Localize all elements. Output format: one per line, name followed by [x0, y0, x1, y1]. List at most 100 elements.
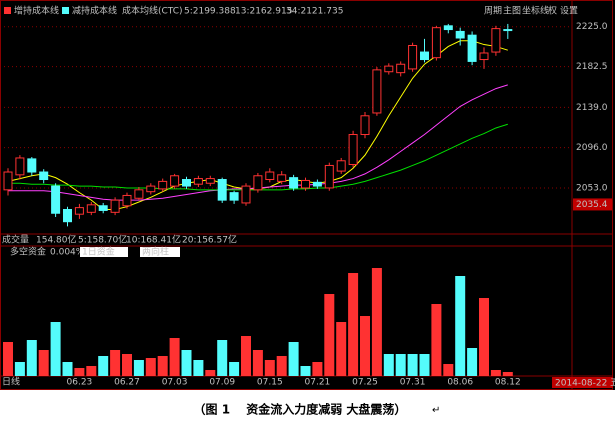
ma-legend: 34:2121.735	[286, 7, 343, 17]
fund-bar	[348, 273, 359, 376]
dropdown[interactable]	[80, 247, 128, 257]
x-tick-label: 06.27	[114, 378, 140, 388]
toolbar-button[interactable]: 坐标线	[522, 5, 549, 17]
fund-bar	[110, 350, 121, 376]
fund-bar	[62, 362, 73, 376]
candle-body	[27, 158, 37, 173]
price-box	[573, 198, 612, 211]
candle-body	[336, 160, 346, 172]
volume-value: 154.80亿	[36, 234, 77, 246]
fund-bar	[467, 348, 478, 376]
candle-body	[39, 171, 49, 181]
candle-body	[491, 28, 501, 53]
x-tick-label: 07.03	[162, 378, 188, 388]
fund-bar	[324, 294, 335, 376]
fund-bar	[145, 358, 156, 376]
candle-body	[253, 175, 263, 191]
last-price: 2035.4	[576, 200, 608, 210]
candle-body	[122, 194, 132, 207]
candle-body	[396, 63, 406, 74]
dropdown-label[interactable]: 两向柱	[142, 246, 169, 258]
period-label[interactable]: 日线	[2, 376, 20, 388]
fund-bar	[431, 304, 442, 376]
y-tick-label: 2182.5	[576, 62, 608, 72]
date-label: 2014-08-22 五	[555, 379, 615, 389]
candle-body	[170, 175, 180, 187]
y-tick-label: 2053.0	[576, 183, 608, 193]
volume-ma: 10:168.41亿	[126, 234, 181, 246]
x-tick-label: 06.23	[67, 378, 93, 388]
x-tick-label: 08.12	[495, 378, 521, 388]
toolbar-button[interactable]: 主图	[503, 5, 521, 17]
return-mark: ↵	[432, 405, 440, 416]
frame	[0, 0, 613, 390]
indicator-label[interactable]: 增持成本线	[14, 5, 59, 17]
fund-bar	[122, 354, 132, 376]
caption: （图 1 资金流入力度减弱 大盘震荡）	[194, 402, 407, 417]
fund-bar	[371, 268, 382, 376]
x-tick-label: 07.31	[400, 378, 426, 388]
fund-bar	[407, 354, 418, 376]
fund-bar	[264, 360, 275, 376]
candle-body	[443, 25, 453, 31]
candle-body	[229, 192, 239, 201]
toolbar-button[interactable]: 设置	[560, 6, 578, 17]
candle-body	[455, 30, 465, 39]
fund-value: 0.004%	[50, 248, 85, 258]
candle-body	[503, 29, 513, 32]
fund-bar	[50, 322, 61, 376]
dropdown-label[interactable]: 1日资金	[82, 246, 115, 258]
toolbar-button[interactable]: 周期	[484, 6, 502, 17]
fund-bar	[205, 370, 216, 376]
fund-bar	[157, 356, 168, 376]
candle-body	[193, 178, 203, 185]
fund-bar	[98, 356, 109, 376]
candle-body	[15, 157, 25, 176]
fund-bar	[383, 354, 394, 376]
candle-body	[217, 179, 227, 201]
candle-body	[408, 44, 418, 70]
candle-body	[51, 185, 61, 214]
candle-body	[146, 185, 156, 193]
fund-bar	[502, 372, 513, 376]
candle-body	[467, 34, 477, 62]
fund-bar	[14, 362, 25, 376]
fund-bar	[479, 298, 489, 376]
indicator-label[interactable]: 成本均线(CTC)	[122, 5, 183, 17]
fund-bar	[217, 340, 228, 376]
fund-bar	[455, 276, 466, 376]
fund-bar	[288, 342, 299, 376]
fund-bar	[133, 360, 144, 376]
candle-body	[372, 69, 382, 114]
fund-bar	[181, 350, 192, 376]
fund-bar	[395, 354, 406, 376]
fund-bar	[490, 370, 501, 376]
x-tick-label: 07.15	[257, 378, 283, 388]
fund-bar	[38, 350, 49, 376]
candle-body	[301, 179, 310, 189]
candle-body	[63, 209, 72, 223]
fund-bar	[336, 322, 347, 376]
x-tick-label: 08.06	[447, 378, 473, 388]
x-tick-label: 07.25	[352, 378, 378, 388]
fund-bar	[419, 354, 430, 376]
y-tick-label: 2096.0	[576, 143, 608, 153]
candle-body	[98, 205, 108, 211]
fund-bar	[74, 368, 85, 376]
dropdown[interactable]	[140, 247, 180, 257]
x-tick-label: 07.21	[305, 378, 331, 388]
candle-body	[420, 51, 429, 61]
toolbar-button[interactable]: 权	[548, 5, 557, 17]
candle-body	[134, 189, 144, 199]
indicator-icon	[4, 7, 11, 14]
fund-bar	[360, 316, 370, 376]
candle-body	[265, 171, 275, 181]
fund-bar	[241, 336, 251, 376]
volume-ma: 5:158.70亿	[78, 234, 127, 246]
indicator-label[interactable]: 减持成本线	[72, 5, 117, 17]
fund-bar	[312, 362, 323, 376]
candle-body	[384, 65, 394, 73]
indicator-icon	[62, 7, 69, 14]
